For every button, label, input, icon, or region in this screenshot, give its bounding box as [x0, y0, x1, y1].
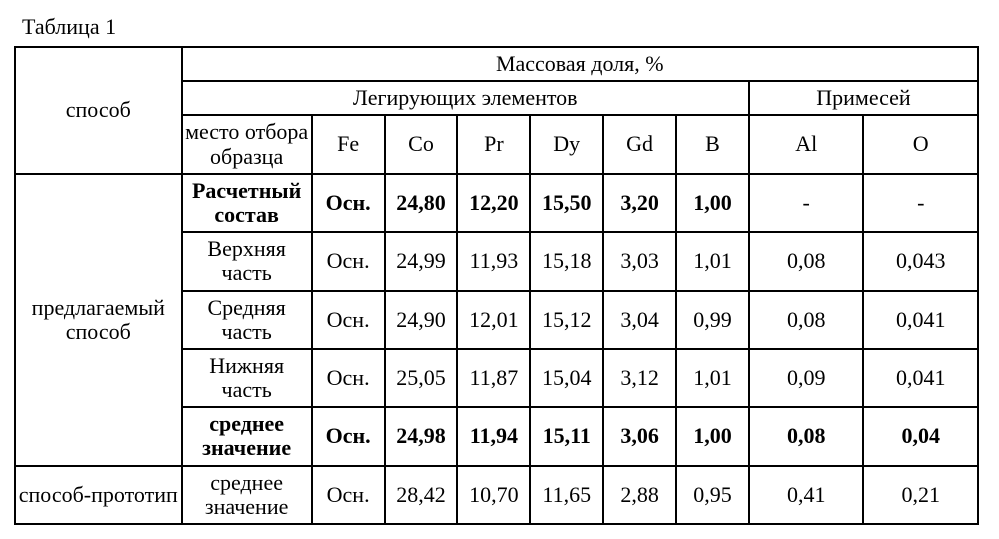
cell-method-1: предлагаемый способ: [15, 174, 182, 466]
header-o: O: [863, 115, 978, 173]
header-al: Al: [749, 115, 864, 173]
header-mass-fraction: Массовая доля, %: [182, 47, 978, 81]
cell-sample: Средняя часть: [182, 291, 312, 349]
cell-value: 24,80: [385, 174, 458, 232]
cell-value: 1,01: [676, 232, 749, 290]
cell-value: 15,11: [530, 407, 603, 465]
cell-value: 0,043: [863, 232, 978, 290]
cell-value: 15,04: [530, 349, 603, 407]
cell-value: 0,99: [676, 291, 749, 349]
cell-value: Осн.: [312, 232, 385, 290]
header-alloying: Легирующих элементов: [182, 81, 749, 115]
cell-value: 1,00: [676, 174, 749, 232]
cell-value: 12,01: [457, 291, 530, 349]
header-b: B: [676, 115, 749, 173]
cell-value: 11,93: [457, 232, 530, 290]
cell-value: 11,65: [530, 466, 603, 524]
cell-sample: среднее значение: [182, 466, 312, 524]
cell-value: 0,08: [749, 232, 864, 290]
cell-value: 3,03: [603, 232, 676, 290]
cell-value: 0,09: [749, 349, 864, 407]
header-dy: Dy: [530, 115, 603, 173]
cell-value: 1,01: [676, 349, 749, 407]
header-impurities: Примесей: [749, 81, 978, 115]
table-row: предлагаемый способ Расчетный состав Осн…: [15, 174, 978, 232]
cell-value: 25,05: [385, 349, 458, 407]
header-sample-place: место отбора образца: [182, 115, 312, 173]
table-header-row: способ Массовая доля, %: [15, 47, 978, 81]
table-row: способ-прототип среднее значение Осн. 28…: [15, 466, 978, 524]
cell-value: 0,95: [676, 466, 749, 524]
header-gd: Gd: [603, 115, 676, 173]
cell-value: 0,21: [863, 466, 978, 524]
cell-value: 10,70: [457, 466, 530, 524]
cell-value: 1,00: [676, 407, 749, 465]
cell-value: Осн.: [312, 349, 385, 407]
cell-value: 24,90: [385, 291, 458, 349]
data-table: способ Массовая доля, % Легирующих элеме…: [14, 46, 979, 525]
cell-value: Осн.: [312, 174, 385, 232]
cell-value: 15,18: [530, 232, 603, 290]
cell-value: 3,12: [603, 349, 676, 407]
cell-sample: Верхняя часть: [182, 232, 312, 290]
cell-value: 24,98: [385, 407, 458, 465]
cell-value: 15,50: [530, 174, 603, 232]
cell-method-2: способ-прототип: [15, 466, 182, 524]
cell-value: 0,08: [749, 407, 864, 465]
cell-value: Осн.: [312, 466, 385, 524]
cell-sample: Нижняя часть: [182, 349, 312, 407]
cell-value: 3,20: [603, 174, 676, 232]
cell-value: Осн.: [312, 407, 385, 465]
cell-value: Осн.: [312, 291, 385, 349]
cell-value: 24,99: [385, 232, 458, 290]
cell-value: 0,041: [863, 349, 978, 407]
cell-value: -: [863, 174, 978, 232]
cell-value: 3,04: [603, 291, 676, 349]
header-co: Co: [385, 115, 458, 173]
cell-sample: среднее значение: [182, 407, 312, 465]
cell-value: 3,06: [603, 407, 676, 465]
cell-value: 0,041: [863, 291, 978, 349]
table-title: Таблица 1: [22, 14, 985, 40]
cell-value: 15,12: [530, 291, 603, 349]
cell-value: 11,87: [457, 349, 530, 407]
cell-value: 28,42: [385, 466, 458, 524]
cell-value: 0,41: [749, 466, 864, 524]
header-fe: Fe: [312, 115, 385, 173]
cell-value: 0,08: [749, 291, 864, 349]
cell-value: 12,20: [457, 174, 530, 232]
cell-value: 2,88: [603, 466, 676, 524]
cell-value: -: [749, 174, 864, 232]
header-pr: Pr: [457, 115, 530, 173]
cell-sample: Расчетный состав: [182, 174, 312, 232]
cell-value: 0,04: [863, 407, 978, 465]
cell-value: 11,94: [457, 407, 530, 465]
header-method: способ: [15, 47, 182, 174]
